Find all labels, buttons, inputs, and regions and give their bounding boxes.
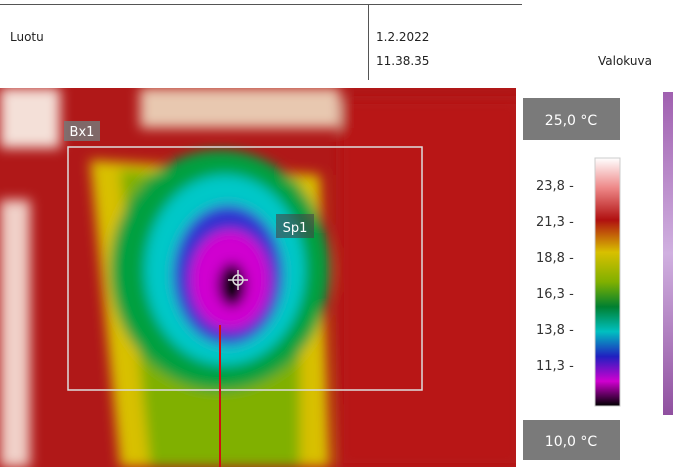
photo-thumbnail xyxy=(663,92,673,415)
thermal-image: Bx1 Sp1 xyxy=(0,88,520,467)
min-temp: 10,0 °C xyxy=(545,434,598,450)
max-temp: 25,0 °C xyxy=(545,113,598,129)
scale-tick-label: 11,3 - xyxy=(536,359,574,374)
report-page: Luotu 1.2.2022 11.38.35 Valokuva xyxy=(0,0,673,467)
scale-tick-label: 23,8 - xyxy=(536,179,574,194)
color-scale xyxy=(595,158,620,406)
thermal-view: Bx1 Sp1 25,0 °C 10,0 °C 23,8 - 21,3 - 18,8… xyxy=(0,0,673,467)
scale-tick-label: 18,8 - xyxy=(536,251,574,266)
scale-tick-label: 21,3 - xyxy=(536,215,574,230)
box-label: Bx1 xyxy=(70,125,95,140)
scale-tick-label: 13,8 - xyxy=(536,323,574,338)
spot-label: Sp1 xyxy=(283,221,308,236)
scale-tick-label: 16,3 - xyxy=(536,287,574,302)
